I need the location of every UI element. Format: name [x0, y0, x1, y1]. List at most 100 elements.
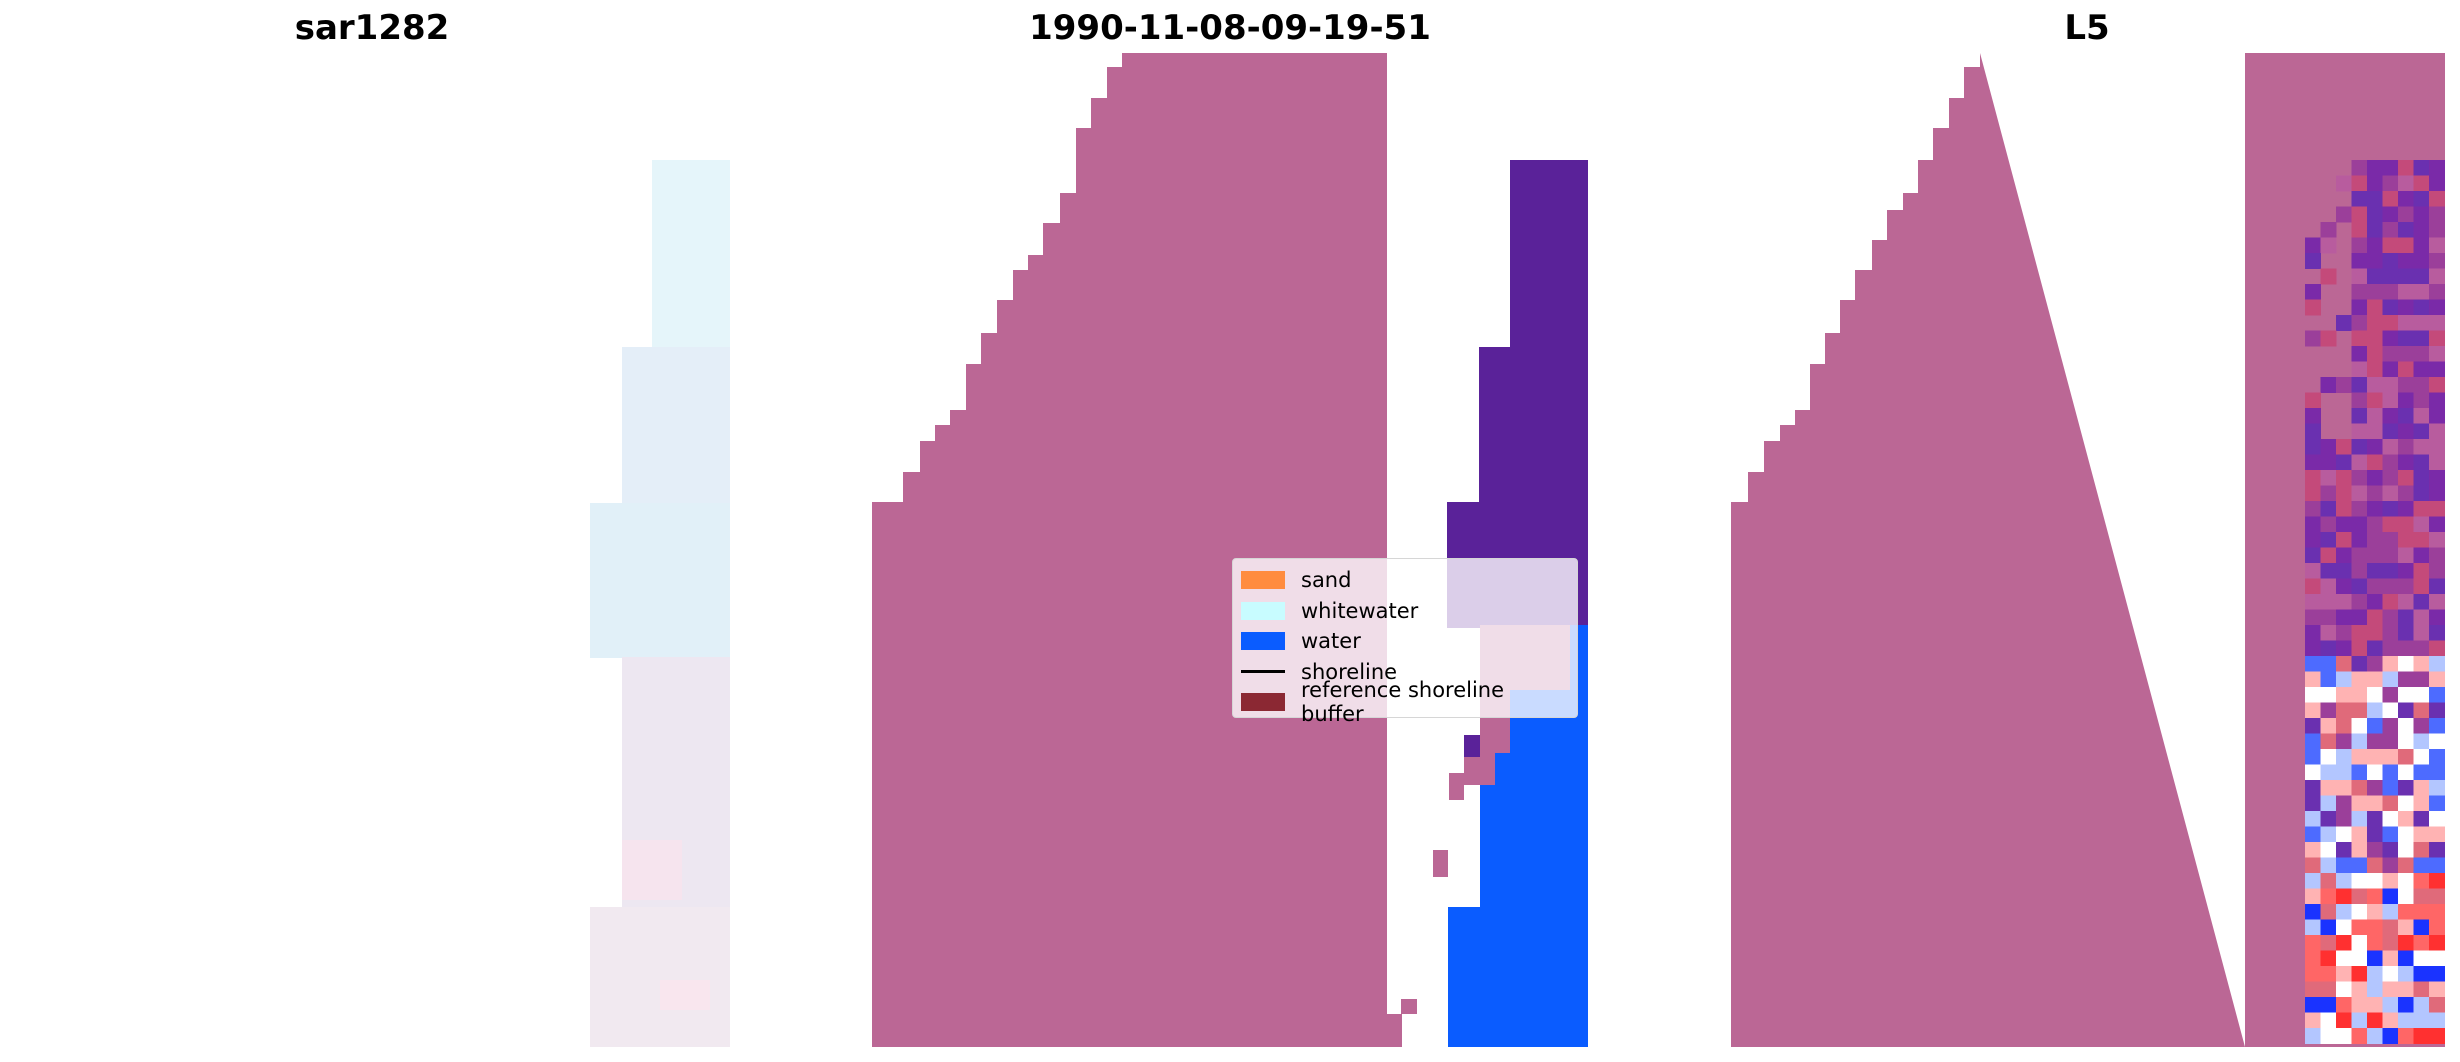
l5-pixel	[2429, 826, 2445, 843]
l5-pixel	[2351, 733, 2368, 750]
l5-pixel	[2398, 671, 2414, 688]
l5-pixel	[2320, 811, 2337, 827]
l5-pixel	[2429, 470, 2445, 486]
l5-pixel	[2429, 253, 2445, 269]
l5-pixel	[2429, 191, 2445, 207]
l5-pixel	[2351, 594, 2368, 610]
l5-pixel	[2398, 749, 2414, 765]
legend-label-whitewater: whitewater	[1301, 598, 1419, 623]
l5-pixel	[2382, 656, 2399, 672]
l5-pixel	[2413, 454, 2430, 471]
l5-pixel	[2429, 981, 2445, 998]
l5-pixel	[2382, 873, 2399, 889]
l5-pixel	[2398, 795, 2414, 812]
l5-pixel	[2413, 377, 2430, 393]
l5-pixel	[2336, 702, 2352, 719]
legend-swatch-shoreline	[1241, 670, 1285, 674]
l5-pixel	[2351, 206, 2368, 223]
l5-pixel	[2336, 981, 2352, 998]
l5-pixel	[2336, 1028, 2352, 1044]
l5-pixel	[2398, 857, 2414, 874]
l5-pixel	[2336, 935, 2352, 951]
l5-pixel	[2336, 873, 2352, 889]
l5-pixel	[2351, 935, 2368, 951]
l5-pixel	[2413, 547, 2430, 564]
l5-pixel	[2429, 547, 2445, 564]
l5-pixel	[2382, 191, 2399, 207]
l5-pixel	[2367, 439, 2383, 455]
l5-pixel	[2336, 439, 2352, 455]
l5-pixel	[2382, 392, 2399, 409]
l5-pixel	[2305, 501, 2321, 517]
l5-pixel	[2398, 454, 2414, 471]
l5-pixel	[2413, 563, 2430, 579]
l5-pixel	[2351, 981, 2368, 998]
l5-pixel	[2367, 268, 2383, 285]
legend-swatch-whitewater	[1241, 601, 1285, 620]
legend-swatch-reference-shoreline-buffer	[1241, 693, 1285, 712]
l5-pixel	[2305, 935, 2321, 951]
l5-pixel	[2367, 485, 2383, 502]
legend-label-reference-shoreline-buffer: reference shoreline buffer	[1301, 678, 1505, 727]
l5-pixel	[2367, 718, 2383, 734]
l5-pixel	[2351, 284, 2368, 300]
l5-pixel	[2336, 780, 2352, 796]
l5-pixel	[2351, 764, 2368, 781]
l5-pixel	[2382, 268, 2399, 285]
l5-pixel	[2336, 966, 2352, 982]
l5-pixel	[2413, 501, 2430, 517]
l5-pixel	[2367, 656, 2383, 672]
water-region	[1448, 625, 1588, 1047]
l5-pixel	[2429, 594, 2445, 610]
l5-pixel	[2320, 454, 2337, 471]
l5-pixel	[2367, 733, 2383, 750]
l5-pixel	[2398, 578, 2414, 595]
l5-pixel	[2336, 206, 2352, 223]
l5-pixel	[2351, 563, 2368, 579]
l5-pixel	[2413, 268, 2430, 285]
l5-pixel	[2398, 1028, 2414, 1044]
l5-pixel	[2320, 702, 2337, 719]
l5-pixel	[2367, 377, 2383, 393]
l5-pixel	[2382, 547, 2399, 564]
l5-pixel	[2367, 547, 2383, 564]
l5-pixel	[2398, 423, 2414, 440]
l5-pixel	[2320, 656, 2337, 672]
l5-pixel	[2320, 532, 2337, 548]
l5-pixel	[2305, 237, 2321, 254]
l5-pixel	[2413, 485, 2430, 502]
l5-pixel	[2320, 671, 2337, 688]
l5-pixel	[2336, 578, 2352, 595]
l5-pixel	[2351, 439, 2368, 455]
l5-pixel	[2413, 857, 2430, 874]
l5-pixel	[2305, 826, 2321, 843]
l5-pixel	[2320, 904, 2337, 920]
legend-swatch-water	[1241, 632, 1285, 651]
l5-pixel	[2320, 981, 2337, 998]
l5-pixel	[2429, 718, 2445, 734]
l5-pixel	[2413, 315, 2430, 331]
l5-pixel	[2413, 439, 2430, 455]
l5-pixel	[2367, 687, 2383, 703]
l5-pixel	[2398, 253, 2414, 269]
l5-pixel	[2429, 857, 2445, 874]
l5-pixel	[2305, 671, 2321, 688]
reference-buffer-region	[872, 53, 1588, 1047]
l5-pixel	[2305, 330, 2321, 347]
l5-pixel	[2413, 749, 2430, 765]
l5-pixel	[2382, 671, 2399, 688]
l5-pixel	[2336, 532, 2352, 548]
l5-pixel	[2367, 330, 2383, 347]
l5-pixel	[2320, 470, 2337, 486]
l5-pixel	[2367, 919, 2383, 936]
l5-pixel	[2305, 439, 2321, 455]
l5-pixel	[2429, 997, 2445, 1013]
l5-pixel	[2398, 981, 2414, 998]
l5-pixel	[2367, 826, 2383, 843]
l5-pixel	[2305, 408, 2321, 424]
l5-pixel	[2320, 237, 2337, 254]
l5-pixel	[2367, 1012, 2383, 1029]
l5-pixel	[2336, 826, 2352, 843]
l5-pixel	[2305, 563, 2321, 579]
l5-pixel	[2336, 563, 2352, 579]
